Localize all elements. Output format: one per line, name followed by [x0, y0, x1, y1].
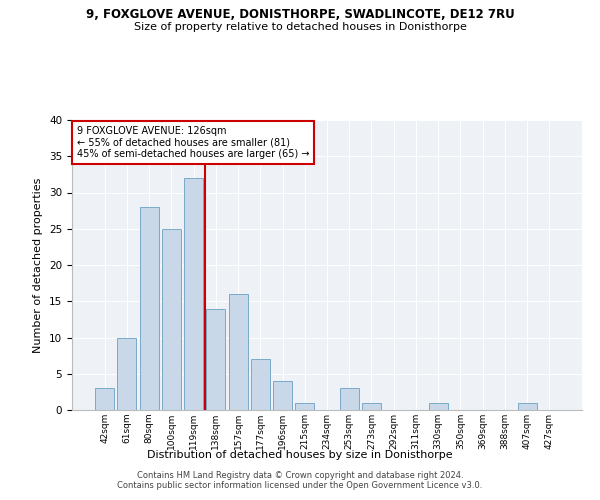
Bar	[118, 338, 136, 410]
Bar	[362, 403, 381, 410]
Bar	[140, 207, 158, 410]
Bar	[273, 381, 292, 410]
Bar	[251, 359, 270, 410]
Bar	[95, 388, 114, 410]
Bar	[229, 294, 248, 410]
Bar	[206, 308, 225, 410]
Text: 9, FOXGLOVE AVENUE, DONISTHORPE, SWADLINCOTE, DE12 7RU: 9, FOXGLOVE AVENUE, DONISTHORPE, SWADLIN…	[86, 8, 514, 20]
Bar	[162, 229, 181, 410]
Y-axis label: Number of detached properties: Number of detached properties	[34, 178, 43, 352]
Bar	[340, 388, 359, 410]
Bar	[295, 403, 314, 410]
Text: Size of property relative to detached houses in Donisthorpe: Size of property relative to detached ho…	[134, 22, 466, 32]
Bar	[518, 403, 536, 410]
Text: Contains HM Land Registry data © Crown copyright and database right 2024.
Contai: Contains HM Land Registry data © Crown c…	[118, 470, 482, 490]
Text: Distribution of detached houses by size in Donisthorpe: Distribution of detached houses by size …	[147, 450, 453, 460]
Bar	[184, 178, 203, 410]
Text: 9 FOXGLOVE AVENUE: 126sqm
← 55% of detached houses are smaller (81)
45% of semi-: 9 FOXGLOVE AVENUE: 126sqm ← 55% of detac…	[77, 126, 310, 159]
Bar	[429, 403, 448, 410]
